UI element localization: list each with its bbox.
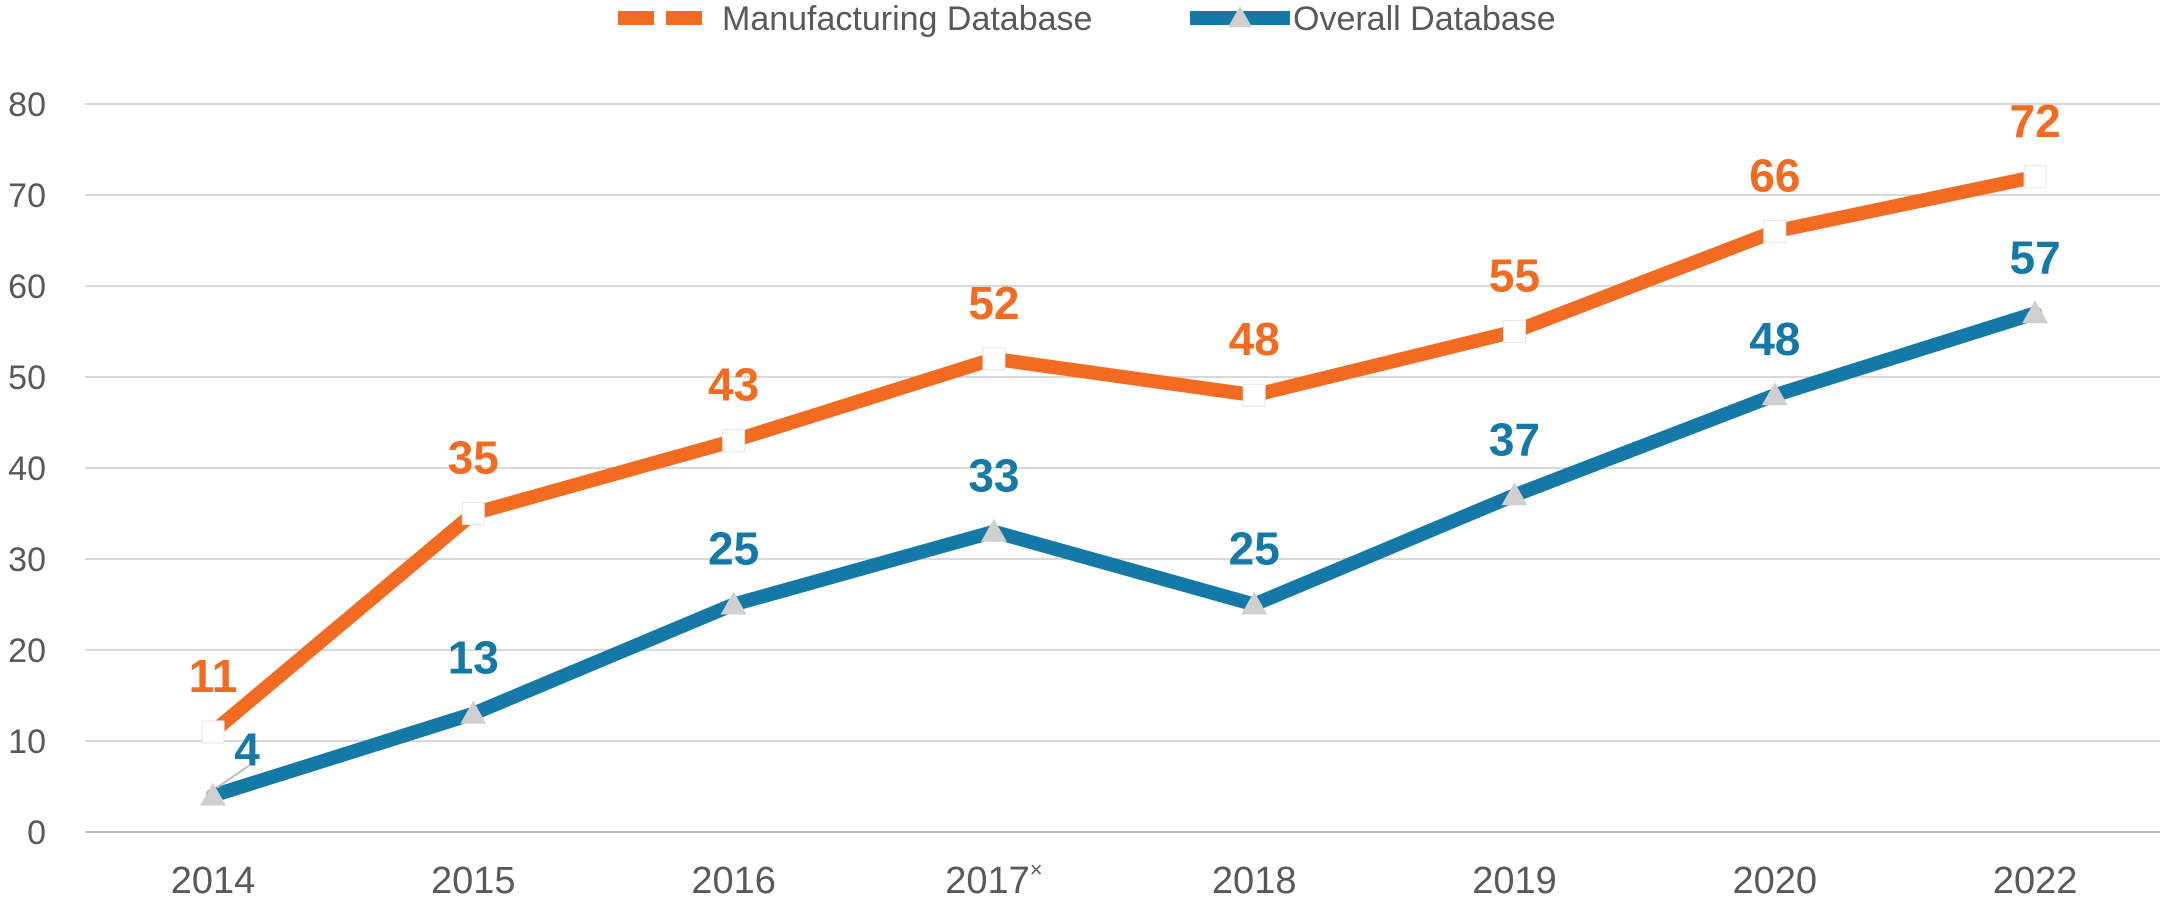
data-point-manufacturing — [461, 502, 485, 525]
x-tick-label: 2015 — [431, 860, 516, 902]
data-label-manufacturing: 35 — [448, 432, 499, 484]
x-tick-label: 2016 — [691, 860, 776, 902]
data-label-overall: 25 — [708, 523, 759, 575]
data-label-manufacturing: 72 — [2010, 95, 2061, 147]
data-label-manufacturing: 11 — [189, 650, 238, 702]
y-tick-label: 50 — [8, 359, 46, 397]
x-tick-year: 2020 — [1733, 860, 1818, 902]
y-tick-label: 20 — [8, 632, 46, 670]
x-tick-label: 2020 — [1733, 860, 1818, 902]
series-line-overall — [206, 306, 2043, 803]
y-tick-label: 10 — [8, 723, 46, 761]
x-tick-label: 2017× — [945, 857, 1042, 902]
data-point-manufacturing — [1763, 219, 1787, 243]
x-tick-label: 2019 — [1472, 860, 1557, 902]
legend-marker-overall — [1228, 6, 1252, 27]
data-point-overall — [980, 518, 1007, 542]
x-tick-year: 2016 — [691, 860, 776, 902]
x-tick-year: 2022 — [1993, 860, 2078, 902]
x-tick-year: 2014 — [171, 860, 256, 902]
data-point-manufacturing — [201, 720, 225, 744]
data-label-overall: 13 — [448, 632, 499, 684]
x-tick-label: 2022 — [1993, 860, 2078, 902]
data-point-overall — [1761, 382, 1788, 406]
data-label-manufacturing: 43 — [708, 359, 759, 411]
series-lines — [206, 169, 2043, 803]
series-markers — [200, 165, 2049, 806]
data-label-overall: 25 — [1229, 523, 1280, 575]
data-point-overall — [2022, 300, 2049, 324]
data-point-overall — [460, 700, 487, 724]
data-label-overall: 48 — [1749, 313, 1800, 365]
x-axis-ticks: 2014 2015 2016 2017× 2018 2019 2020 2022 — [171, 857, 2078, 902]
data-point-manufacturing — [1242, 383, 1266, 407]
data-point-overall — [720, 591, 747, 615]
data-label-overall: 33 — [968, 450, 1019, 502]
y-tick-label: 40 — [8, 450, 46, 488]
data-label-overall: 37 — [1489, 413, 1540, 465]
data-label-manufacturing: 66 — [1749, 149, 1800, 201]
data-point-manufacturing — [1503, 320, 1526, 343]
gridlines — [85, 103, 2160, 742]
y-tick-label: 60 — [8, 268, 46, 306]
legend: Manufacturing Database Overall Database — [618, 0, 1556, 38]
x-tick-year: 2017 — [945, 860, 1030, 902]
data-label-manufacturing: 48 — [1229, 313, 1280, 365]
label-leader-line — [216, 764, 250, 789]
data-label-overall: 57 — [2010, 231, 2061, 283]
x-tick-footnote-mark: × — [1030, 857, 1043, 882]
data-point-manufacturing — [2023, 165, 2047, 189]
data-point-manufacturing — [982, 347, 1006, 371]
data-point-overall — [1501, 482, 1528, 506]
data-label-manufacturing: 55 — [1489, 250, 1540, 302]
data-point-manufacturing — [722, 429, 746, 453]
series-line-manufacturing — [206, 169, 2043, 739]
x-tick-label: 2018 — [1212, 860, 1297, 902]
data-point-overall — [1241, 591, 1268, 615]
y-tick-label: 30 — [8, 541, 46, 579]
data-point-overall — [200, 782, 226, 806]
x-tick-label: 2014 — [171, 860, 256, 902]
y-tick-label: 80 — [8, 86, 46, 124]
legend-label-manufacturing: Manufacturing Database — [722, 0, 1092, 38]
x-tick-year: 2019 — [1472, 860, 1557, 902]
y-tick-label: 70 — [8, 177, 46, 215]
y-axis: 0 10 20 30 40 50 60 70 80 — [8, 86, 46, 852]
x-tick-year: 2018 — [1212, 860, 1297, 902]
y-tick-label: 0 — [27, 814, 46, 852]
x-tick-year: 2015 — [431, 860, 516, 902]
legend-label-overall: Overall Database — [1293, 0, 1556, 38]
data-label-manufacturing: 52 — [968, 277, 1019, 329]
